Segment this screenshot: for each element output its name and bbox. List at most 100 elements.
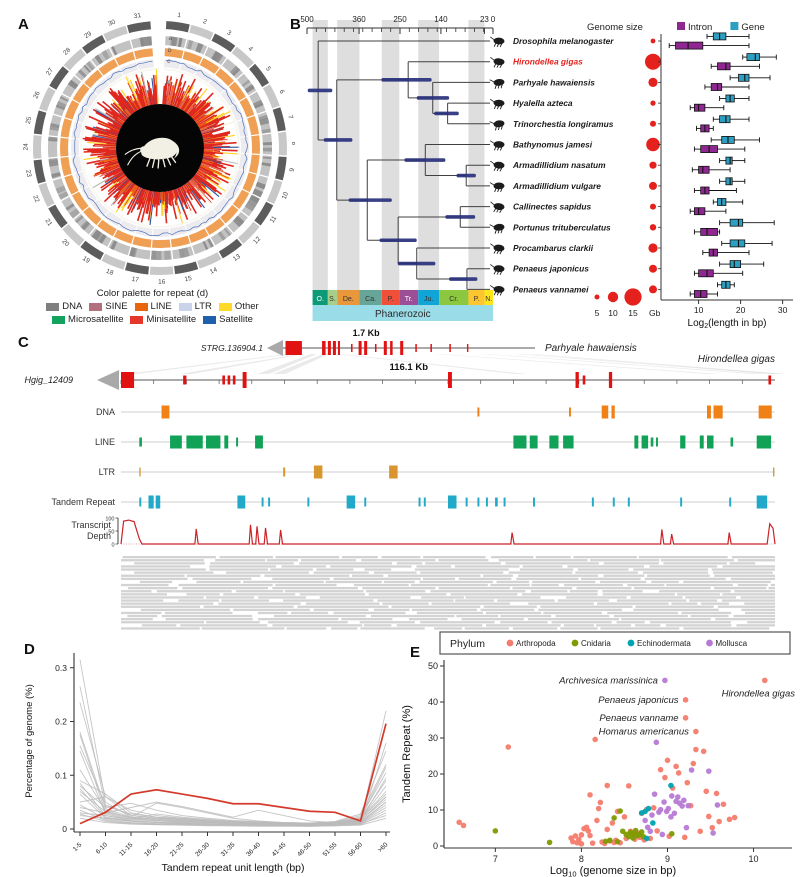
genome-size-scatter: Phylum Arthropoda Cnidaria Echinodermata Mol… xyxy=(401,631,796,877)
depth-profile xyxy=(120,519,776,545)
species-silhouette xyxy=(490,243,505,255)
genome-size-dot xyxy=(650,100,656,106)
ring-label-b: b xyxy=(168,47,172,54)
time-axis-tick: 0 xyxy=(491,15,496,24)
phylum-legend-label: Echinodermata xyxy=(637,639,691,648)
d-background-series xyxy=(79,742,387,827)
chromosome-number: 26 xyxy=(32,90,41,100)
bottom-gene-id: Hgig_12409 xyxy=(24,375,73,385)
d-x-tick: 6-10 xyxy=(95,841,109,855)
chromosome-number: 1 xyxy=(177,12,182,19)
eon-label: Phanerozoic xyxy=(375,309,431,320)
e-y-tick: 20 xyxy=(428,769,438,779)
genome-size-dot xyxy=(649,181,657,190)
chromosome-number: 6 xyxy=(278,89,286,96)
legend-label: DNA xyxy=(62,301,83,312)
genome-size-dot xyxy=(650,120,656,127)
period-label: O. xyxy=(317,296,324,303)
legend-label: Minisatellite xyxy=(146,314,197,325)
e-y-tick: 10 xyxy=(428,805,438,815)
e-y-tick: 30 xyxy=(428,733,438,743)
chromosome-number: 3 xyxy=(226,29,233,37)
legend-swatch xyxy=(89,302,103,311)
period-O. xyxy=(312,290,328,305)
d-background-series xyxy=(79,686,387,824)
d-y-tick: 0.3 xyxy=(55,663,67,673)
species-silhouette xyxy=(490,36,505,48)
d-x-tick: 51-55 xyxy=(322,841,339,858)
period-Cr. xyxy=(439,290,469,305)
box-legend-label: Intron xyxy=(688,22,712,33)
d-y-tick: 0.2 xyxy=(55,717,67,727)
legend-item-microsatellite: Microsatellite xyxy=(52,314,123,325)
species-name: Parhyale hawaiensis xyxy=(513,77,595,87)
legend-swatch xyxy=(218,302,232,311)
species-name: Armadillidium nasatum xyxy=(512,160,606,170)
period-label: Cr. xyxy=(449,296,458,303)
genome-size-dot xyxy=(649,264,657,273)
phylum-legend-dot xyxy=(506,639,514,647)
amphipod-image xyxy=(124,137,180,169)
legend-item-other: Other xyxy=(218,301,259,312)
chromosome-number: 11 xyxy=(269,215,279,225)
species-silhouette xyxy=(490,57,505,69)
chromosome-number: 17 xyxy=(131,276,140,284)
homology-band xyxy=(125,354,293,374)
period-N. xyxy=(484,290,493,305)
species-name: Penaeus vannamei xyxy=(513,284,589,294)
panel-d-label: D xyxy=(24,641,35,658)
d-x-tick: 21-25 xyxy=(169,841,186,858)
phylum-legend-box xyxy=(439,631,791,655)
phylum-legend-label: Arthropoda xyxy=(516,639,556,648)
node-age-ci-bar xyxy=(456,173,476,178)
e-y-tick: 0 xyxy=(433,841,438,851)
period-stripe xyxy=(337,20,360,290)
track-label: LTR xyxy=(99,467,116,477)
homology-band xyxy=(180,354,305,374)
d-background-series xyxy=(79,732,387,825)
node-age-ci-bar xyxy=(381,78,432,82)
period-De. xyxy=(337,290,360,305)
homology-band xyxy=(435,354,720,374)
phylogeny-boxplot: 500 360 250 140 23 0 O. S. De. Ca. P. Tr. Ju. Cr. P. N.… xyxy=(300,15,793,330)
legend-swatch xyxy=(178,302,192,311)
panel-b: B 500 360 250 140 23 0 O. S. De. Ca. P. Tr. Ju. Cr. P.… xyxy=(285,8,797,330)
box-legend-swatch xyxy=(730,22,739,30)
boxplot-x-label: Log2(length in bp) xyxy=(688,318,767,330)
panel-a-label: A xyxy=(18,16,29,33)
e-y-label: Tandem Repeat (%) xyxy=(401,705,413,803)
node-age-ci-bar xyxy=(397,261,436,266)
panel-e-label: E xyxy=(410,644,421,661)
d-background-series xyxy=(79,815,387,826)
phylum-legend-dot xyxy=(571,639,579,647)
d-background-series xyxy=(79,659,387,825)
e-annotation: Hirondellea gigas xyxy=(722,688,796,699)
legend-label: Microsatellite xyxy=(68,314,124,325)
ring-label-c: c xyxy=(167,58,171,65)
species-name: Callinectes sapidus xyxy=(513,202,592,212)
repeat-color-legend: Color palette for repeat (d) DNA SINE LINE… xyxy=(10,288,295,325)
chromosome-number: 21 xyxy=(43,218,53,228)
species-silhouette xyxy=(489,120,505,131)
node-age-ci-bar xyxy=(445,215,476,219)
species-name: Trinorchestia longiramus xyxy=(513,119,614,129)
d-x-tick: 1-5 xyxy=(72,841,84,853)
track-label: DNA xyxy=(96,407,115,417)
e-x-tick: 7 xyxy=(493,854,498,864)
top-gene-species: Parhyale hawaiensis xyxy=(545,343,637,354)
homology-band xyxy=(483,354,765,374)
bottom-gene-arrowhead xyxy=(97,370,119,390)
phylum-legend-title: Phylum xyxy=(450,638,485,650)
node-age-ci-bar xyxy=(434,111,459,116)
legend-item-line: LINE xyxy=(134,301,172,312)
d-x-tick: 36-40 xyxy=(245,841,262,858)
genome-size-dot xyxy=(649,161,657,169)
bubble-legend-size: 10 xyxy=(608,308,618,318)
eon-bar xyxy=(312,305,493,321)
chromosome-number: 22 xyxy=(31,194,40,204)
species-name: Procambarus clarkii xyxy=(513,243,594,253)
genome-size-dot xyxy=(648,77,658,87)
e-series-cnidaria xyxy=(492,808,675,846)
species-name: Armadillidium vulgare xyxy=(512,181,601,191)
period-Ca. xyxy=(359,290,382,305)
